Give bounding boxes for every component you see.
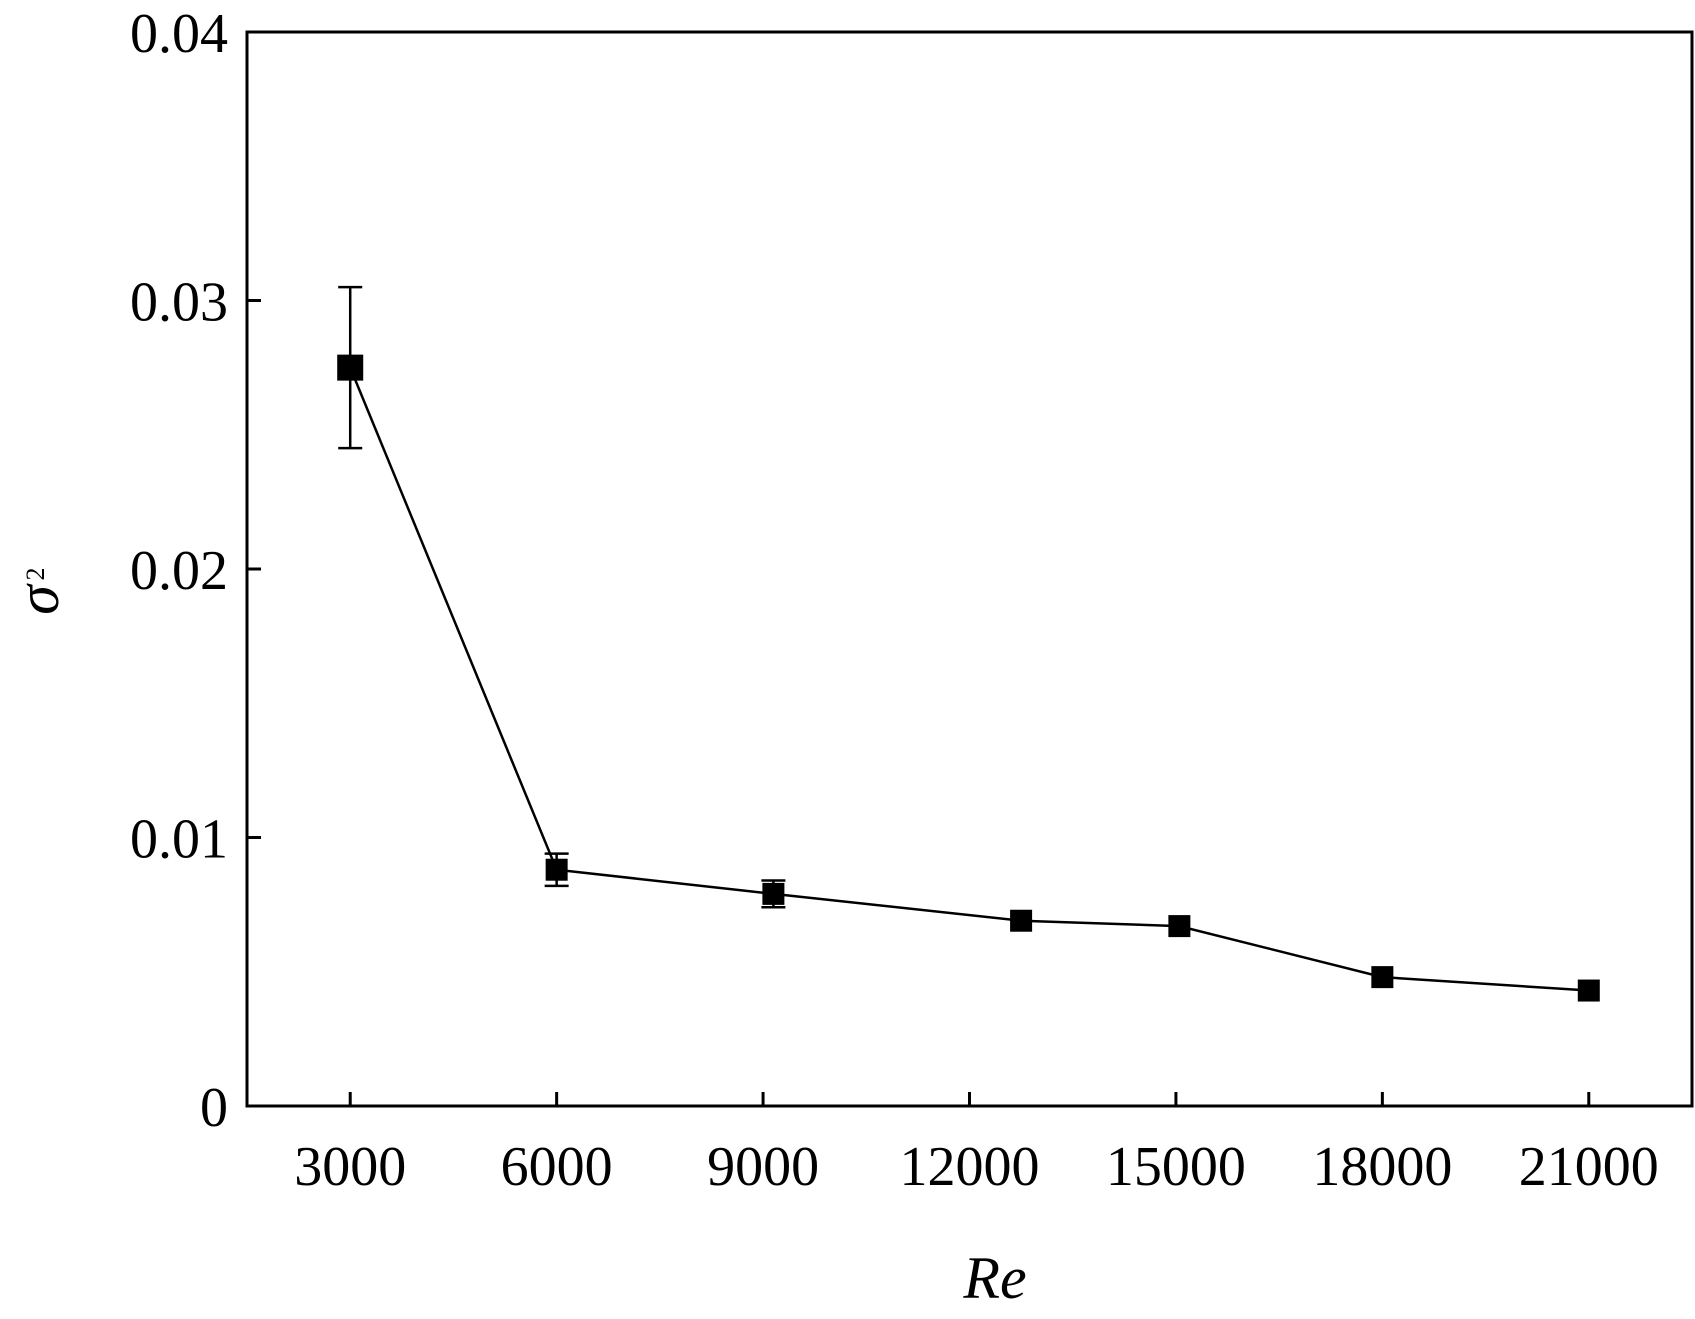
data-point <box>1371 966 1394 989</box>
y-axis-label-group: σ 2 <box>5 568 71 615</box>
data-point <box>1577 979 1600 1002</box>
series-line <box>349 367 1589 992</box>
series-group <box>337 285 1600 1002</box>
y-tick-label: 0.02 <box>130 540 228 602</box>
data-point <box>337 354 364 381</box>
y-axis-ticks: 0 0.01 0.02 0.03 0.04 <box>130 3 261 1139</box>
y-tick-label: 0.04 <box>130 3 228 65</box>
data-point <box>1010 909 1033 932</box>
y-tick-label: 0.01 <box>130 809 228 871</box>
x-tick-label: 6000 <box>501 1136 613 1198</box>
x-tick-label: 21000 <box>1519 1136 1659 1198</box>
plot-frame <box>245 30 1694 1108</box>
x-tick-label: 18000 <box>1312 1136 1452 1198</box>
data-point <box>545 858 568 881</box>
data-point <box>1168 915 1191 938</box>
x-tick-label: 3000 <box>294 1136 406 1198</box>
x-axis-label: Re <box>962 1245 1026 1311</box>
x-tick-label: 9000 <box>707 1136 819 1198</box>
x-tick-label: 15000 <box>1106 1136 1246 1198</box>
y-tick-label: 0 <box>200 1077 228 1139</box>
x-axis-ticks: 3000 6000 9000 12000 15000 18000 21000 <box>294 1092 1659 1198</box>
y-axis-label: σ <box>5 583 71 615</box>
y-tick-label: 0.03 <box>130 272 228 334</box>
data-point <box>762 882 785 905</box>
x-tick-label: 12000 <box>900 1136 1040 1198</box>
y-axis-label-superscript: 2 <box>21 568 50 581</box>
